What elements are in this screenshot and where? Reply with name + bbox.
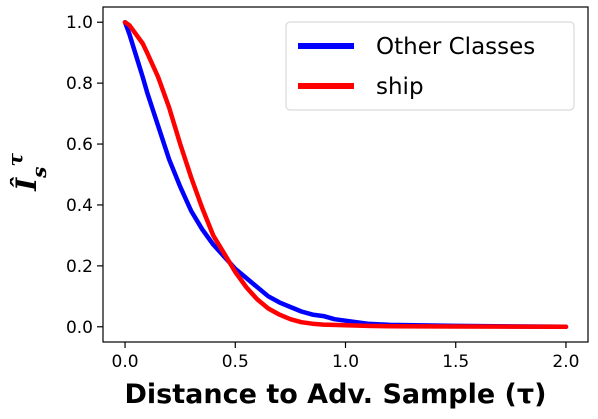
y-tick-label: 1.0	[66, 13, 93, 33]
x-tick-label: 1.0	[332, 352, 359, 372]
x-tick-label: 0.5	[222, 352, 249, 372]
x-tick-label: 1.5	[442, 352, 469, 372]
y-tick-label: 0.6	[66, 135, 93, 155]
legend: Other Classes ship	[285, 21, 575, 111]
legend-box	[285, 21, 575, 111]
series-line-ship	[122, 19, 569, 330]
x-axis-label: Distance to Adv. Sample (τ)	[125, 379, 547, 410]
y-tick-label: 0.2	[66, 257, 93, 277]
x-axis-ticks: 0.0 0.5 1.0 1.5 2.0	[112, 342, 579, 372]
y-tick-label: 0.0	[66, 318, 93, 338]
legend-label-ship: ship	[376, 74, 424, 100]
series-lines	[122, 19, 569, 330]
y-tick-label: 0.4	[66, 196, 93, 216]
y-axis-ticks: 0.0 0.2 0.4 0.6 0.8 1.0	[66, 13, 103, 338]
svg-text:Îsτ: Îsτ	[3, 153, 51, 192]
y-axis-label-sub: s	[27, 167, 51, 179]
y-axis-label-main: Î	[10, 177, 43, 192]
legend-label-other-classes: Other Classes	[376, 34, 535, 60]
x-tick-label: 2.0	[552, 352, 579, 372]
y-axis-label: Îsτ	[3, 153, 51, 192]
series-line-other-classes	[122, 19, 569, 330]
y-axis-label-sup: τ	[3, 153, 27, 167]
x-tick-label: 0.0	[112, 352, 139, 372]
y-tick-label: 0.8	[66, 74, 93, 94]
